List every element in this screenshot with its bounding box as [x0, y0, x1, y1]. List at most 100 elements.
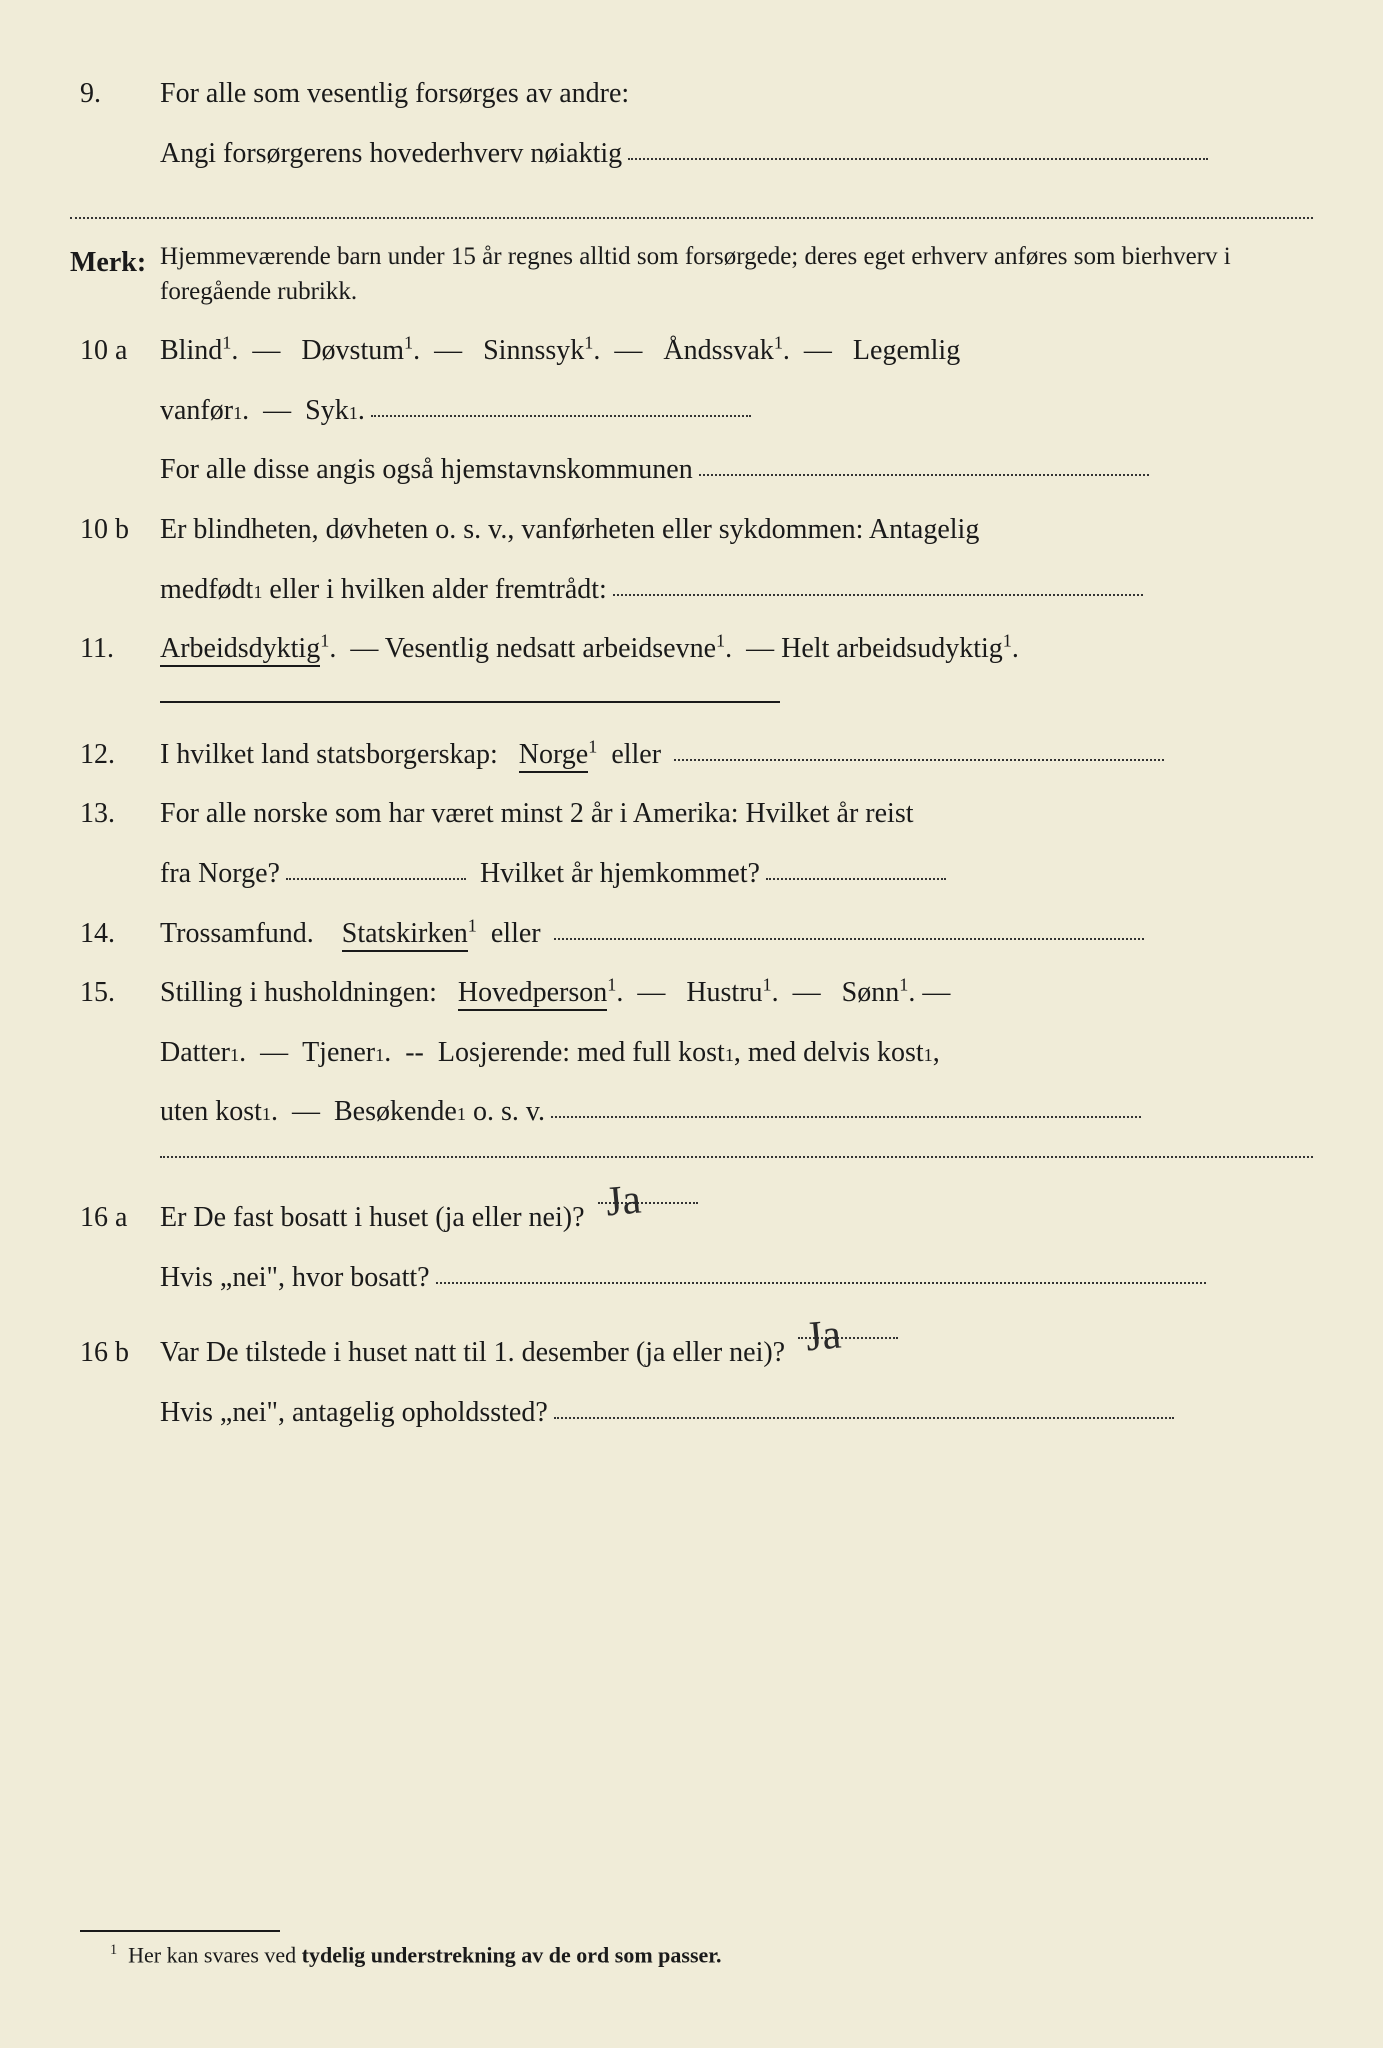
opt-sonn: Sønn — [842, 977, 900, 1008]
q16a-line2-row: Hvis „nei", hvor bosatt? — [160, 1254, 1313, 1302]
fill-line — [554, 1391, 1174, 1419]
question-15: 15. Stilling i husholdningen: Hovedperso… — [70, 969, 1313, 1017]
fill-line — [674, 733, 1164, 761]
q15-content: Stilling i husholdningen: Hovedperson1. … — [160, 969, 1313, 1017]
q12-after: eller — [611, 739, 661, 770]
question-9: 9. For alle som vesentlig forsørges av a… — [70, 70, 1313, 118]
opt-delvis-kost: med delvis kost — [748, 1029, 924, 1077]
q16b-line2: Hvis „nei", antagelig opholdssted? — [160, 1389, 548, 1437]
q13-line1: For alle norske som har været minst 2 år… — [160, 790, 1313, 838]
footnote-marker: 1 — [110, 1942, 117, 1958]
q10b-line2: medfødt1 eller i hvilken alder fremtrådt… — [160, 566, 1313, 614]
fill-line — [628, 132, 1208, 160]
q9-line1: For alle som vesentlig forsørges av andr… — [160, 70, 1313, 118]
merk-label: Merk: — [70, 239, 160, 287]
q10b-number: 10 b — [70, 506, 160, 554]
q11-end: — Helt arbeidsudyktig — [746, 633, 1003, 664]
q10a-number: 10 a — [70, 327, 160, 375]
opt-sinnssyk: Sinnssyk — [483, 335, 584, 366]
opt-dovstum: Døvstum — [301, 335, 404, 366]
fill-line — [613, 568, 1143, 596]
opt-norge: Norge — [519, 739, 588, 773]
q14-text: Trossamfund. — [160, 918, 314, 949]
q10a-line3-row: For alle disse angis også hjemstavnskomm… — [160, 446, 1313, 494]
dotted-rule — [160, 1156, 1313, 1158]
opt-besokende: Besøkende — [334, 1088, 457, 1136]
q10a-line2: vanfør1. — Syk1. — [160, 387, 1313, 435]
question-16a: 16 a Er De fast bosatt i huset (ja eller… — [70, 1178, 1313, 1242]
fill-line — [699, 448, 1149, 476]
question-14: 14. Trossamfund. Statskirken1 eller — [70, 910, 1313, 958]
question-12: 12. I hvilket land statsborgerskap: Norg… — [70, 731, 1313, 779]
footnote-text-a: Her kan svares ved — [128, 1942, 296, 1967]
opt-datter: Datter — [160, 1029, 230, 1077]
q12-number: 12. — [70, 731, 160, 779]
q10b-line1: Er blindheten, døvheten o. s. v., vanfør… — [160, 506, 1313, 554]
q9-line2: Angi forsørgerens hovederhverv nøiaktig — [160, 130, 622, 178]
q14-after: eller — [491, 918, 541, 949]
footnote-text-b: tydelig understrekning av de ord som pas… — [302, 1942, 722, 1967]
opt-andssvak: Åndssvak — [663, 335, 773, 366]
fill-line — [371, 389, 751, 417]
footnote-rule — [80, 1930, 280, 1932]
q16b-line2-row: Hvis „nei", antagelig opholdssted? — [160, 1389, 1313, 1437]
question-13: 13. For alle norske som har været minst … — [70, 790, 1313, 838]
opt-statskirken: Statskirken — [342, 918, 468, 952]
question-11: 11. Arbeidsdyktig1. — Vesentlig nedsatt … — [70, 625, 1313, 673]
fill-line — [766, 852, 946, 880]
opt-medfodt: medfødt — [160, 566, 253, 614]
footnote: 1 Her kan svares ved tydelig understrekn… — [110, 1930, 722, 1968]
handwritten-answer-16a: Ja — [602, 1165, 643, 1239]
fill-line — [436, 1256, 1206, 1284]
q16b-number: 16 b — [70, 1329, 160, 1377]
q10b-line2b: eller i hvilken alder fremtrådt: — [269, 566, 606, 614]
q14-number: 14. — [70, 910, 160, 958]
opt-syk: Syk — [305, 387, 349, 435]
q13-line2a: fra Norge? — [160, 850, 280, 898]
q13-line2b: Hvilket år hjemkommet? — [480, 850, 760, 898]
q12-text: I hvilket land statsborgerskap: — [160, 739, 498, 770]
fill-line — [551, 1090, 1141, 1118]
opt-tjener: Tjener — [302, 1029, 375, 1077]
question-16b: 16 b Var De tilstede i huset natt til 1.… — [70, 1313, 1313, 1377]
q13-number: 13. — [70, 790, 160, 838]
q16b-line1: Var De tilstede i huset natt til 1. dese… — [160, 1337, 785, 1368]
q15-line2: Datter1. — Tjener1. -- Losjerende: med f… — [160, 1029, 1313, 1077]
merk-text: Hjemmeværende barn under 15 år regnes al… — [160, 239, 1313, 309]
opt-arbeidsdyktig: Arbeidsdyktig — [160, 633, 320, 667]
opt-legemlig: Legemlig — [853, 335, 960, 366]
opt-losjerende-full: Losjerende: med full kost — [438, 1029, 725, 1077]
merk-note: Merk: Hjemmeværende barn under 15 år reg… — [70, 239, 1313, 309]
q15-number: 15. — [70, 969, 160, 1017]
q11-number: 11. — [70, 625, 160, 673]
q15-text: Stilling i husholdningen: — [160, 977, 437, 1008]
q16a-line2: Hvis „nei", hvor bosatt? — [160, 1254, 430, 1302]
q16a-content: Er De fast bosatt i huset (ja eller nei)… — [160, 1178, 1313, 1242]
solid-rule — [160, 701, 780, 703]
q12-content: I hvilket land statsborgerskap: Norge1 e… — [160, 731, 1313, 779]
question-10b: 10 b Er blindheten, døvheten o. s. v., v… — [70, 506, 1313, 554]
q11-mid: — Vesentlig nedsatt arbeidsevne — [350, 633, 716, 664]
fill-line — [554, 912, 1144, 940]
q9-line2-row: Angi forsørgerens hovederhverv nøiaktig — [160, 130, 1313, 178]
q14-content: Trossamfund. Statskirken1 eller — [160, 910, 1313, 958]
q16a-line1: Er De fast bosatt i huset (ja eller nei)… — [160, 1202, 585, 1233]
q13-line2: fra Norge? Hvilket år hjemkommet? — [160, 850, 1313, 898]
q16a-number: 16 a — [70, 1194, 160, 1242]
opt-hovedperson: Hovedperson — [458, 977, 607, 1011]
q11-content: Arbeidsdyktig1. — Vesentlig nedsatt arbe… — [160, 625, 1313, 673]
fill-line: Ja — [598, 1176, 698, 1204]
question-10a: 10 a Blind1. — Døvstum1. — Sinnssyk1. — … — [70, 327, 1313, 375]
opt-vanfor: vanfør — [160, 387, 233, 435]
q15-osv: o. s. v. — [473, 1088, 545, 1136]
opt-uten-kost: uten kost — [160, 1088, 262, 1136]
q10a-options: Blind1. — Døvstum1. — Sinnssyk1. — Åndss… — [160, 327, 1313, 375]
fill-line: Ja — [798, 1311, 898, 1339]
q15-line3: uten kost1. — Besøkende1 o. s. v. — [160, 1088, 1313, 1136]
fill-line — [286, 852, 466, 880]
opt-blind: Blind — [160, 335, 222, 366]
dotted-rule — [70, 217, 1313, 219]
q10a-line3: For alle disse angis også hjemstavnskomm… — [160, 446, 693, 494]
q9-number: 9. — [70, 70, 160, 118]
q16b-content: Var De tilstede i huset natt til 1. dese… — [160, 1313, 1313, 1377]
